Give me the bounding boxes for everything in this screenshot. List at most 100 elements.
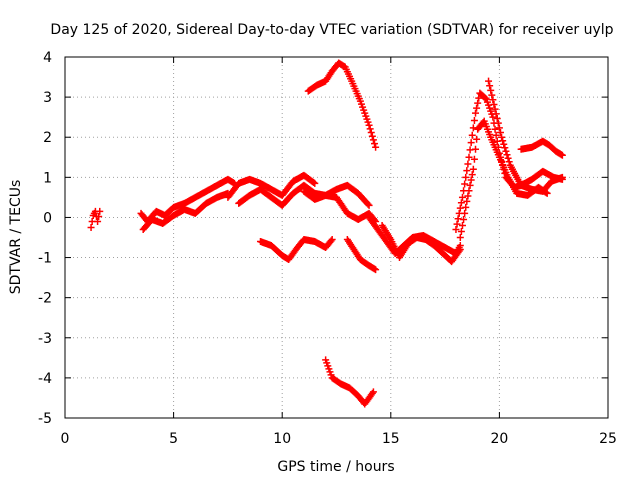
data-point [368,389,376,397]
x-tick-label: 20 [490,431,508,447]
data-point [366,125,374,133]
data-point [96,207,104,215]
data-point [473,104,481,112]
data-point [491,125,499,133]
data-point [457,227,465,235]
data-point [464,192,472,200]
data-point [463,197,471,205]
data-point [505,158,513,166]
data-point [503,151,511,159]
grid [65,57,608,418]
data-point [460,215,468,223]
data-point [455,247,463,255]
series-segment-6 [300,187,380,225]
data-point [462,203,470,211]
data-point [364,200,372,208]
data-point [456,246,464,254]
data-point [365,121,373,129]
y-tick-label: -4 [38,371,52,387]
y-tick-label: 1 [43,170,52,186]
chart-title: Day 125 of 2020, Sidereal Day-to-day VTE… [50,22,613,38]
data-point [368,132,376,140]
data-point [470,155,478,163]
x-tick-label: 15 [382,431,400,447]
data-point [499,137,507,145]
y-tick-label: -3 [38,331,52,347]
data-point [472,145,480,153]
data-point [463,167,471,175]
data-point [470,117,478,125]
data-point [485,77,493,85]
data-points [87,59,566,408]
data-point [489,96,497,104]
plot-frame [64,56,609,419]
data-point [327,237,335,245]
x-axis-label: GPS time / hours [277,459,394,475]
data-point [466,181,474,189]
series-segment-12 [378,221,464,266]
x-tick-label: 0 [61,431,70,447]
series-segment-7 [256,236,336,264]
data-point [481,94,489,102]
y-tick-label: -1 [38,251,52,267]
series-segment-8 [304,59,380,151]
data-point [469,165,477,173]
y-tick-label: -5 [38,411,52,427]
y-axis-label: SDTVAR / TECUs [8,180,24,295]
data-point [489,113,497,121]
x-tick-label: 10 [273,431,291,447]
data-point [474,99,482,107]
series-segment-4 [224,171,319,201]
data-point [369,136,377,144]
data-point [472,109,480,117]
data-point [501,144,509,152]
y-tick-label: -2 [38,291,52,307]
data-point [494,119,502,127]
data-point [371,140,379,148]
data-point [496,129,504,137]
data-point [458,193,466,201]
data-point [491,105,499,113]
data-point [504,154,512,162]
series-segment-11 [365,213,464,258]
series-segment-9 [343,236,380,274]
data-point [502,147,510,155]
series-segment-2 [137,175,238,225]
data-point [467,176,475,184]
data-point [486,82,494,90]
data-point [467,139,475,147]
data-point [558,151,566,159]
x-tick-label: 5 [169,431,178,447]
data-point [465,153,473,161]
data-point [457,199,465,207]
data-point [94,217,102,225]
series-segment-10 [322,356,377,408]
data-point [492,131,500,139]
series-segment-3 [139,189,232,233]
data-point [367,129,375,137]
data-point [464,160,472,168]
data-point [311,179,319,187]
data-point [310,179,318,187]
data-point [462,173,470,181]
data-point [328,236,336,244]
data-point [493,115,501,123]
data-point [473,135,481,143]
data-point [543,189,551,197]
x-tick-label: 25 [599,431,617,447]
data-point [558,173,566,181]
series-segment-1 [87,207,104,231]
series-segment-15 [485,77,566,195]
series-segment-16 [517,137,566,159]
data-point [487,86,495,94]
data-point [495,124,503,132]
data-point [95,212,103,220]
data-point [365,201,373,209]
data-point [458,221,466,229]
data-point [456,234,464,241]
data-point [500,140,508,148]
y-tick-label: 3 [43,90,52,106]
data-point [498,133,506,141]
data-point [452,225,460,233]
y-tick-label: 4 [43,50,52,66]
